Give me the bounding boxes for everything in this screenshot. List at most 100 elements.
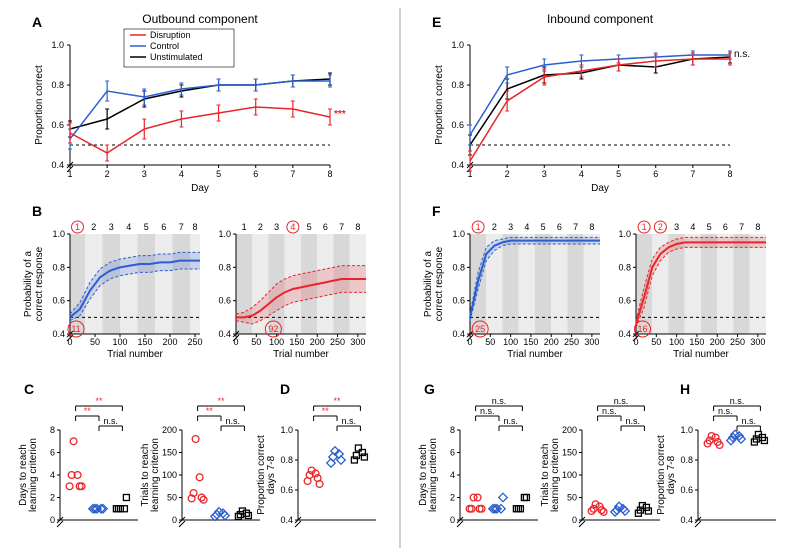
svg-text:50: 50 — [567, 493, 577, 503]
svg-text:1: 1 — [242, 222, 247, 232]
svg-text:16: 16 — [637, 324, 647, 334]
svg-text:0: 0 — [172, 515, 177, 525]
svg-text:0: 0 — [633, 337, 638, 347]
svg-text:**: ** — [217, 396, 225, 406]
svg-text:B: B — [32, 203, 42, 219]
svg-text:0: 0 — [50, 515, 55, 525]
svg-text:0.8: 0.8 — [452, 262, 465, 272]
svg-text:0.8: 0.8 — [451, 80, 464, 90]
svg-text:8: 8 — [327, 169, 332, 179]
svg-text:92: 92 — [268, 324, 278, 334]
svg-text:2: 2 — [450, 493, 455, 503]
svg-text:4: 4 — [450, 470, 455, 480]
svg-text:100: 100 — [503, 337, 518, 347]
svg-text:4: 4 — [126, 222, 131, 232]
svg-text:200: 200 — [310, 337, 325, 347]
svg-text:n.s.: n.s. — [614, 396, 629, 406]
svg-text:4: 4 — [524, 222, 529, 232]
svg-text:1: 1 — [476, 222, 481, 232]
svg-text:Unstimulated: Unstimulated — [150, 52, 203, 62]
svg-text:1: 1 — [67, 169, 72, 179]
svg-text:3: 3 — [508, 222, 513, 232]
svg-text:n.s.: n.s. — [730, 396, 745, 406]
svg-text:2: 2 — [50, 493, 55, 503]
svg-text:learning criterion: learning criterion — [428, 438, 439, 512]
svg-text:0.6: 0.6 — [52, 296, 65, 306]
svg-text:F: F — [432, 203, 441, 219]
svg-text:0.4: 0.4 — [280, 515, 293, 525]
svg-text:0.6: 0.6 — [280, 485, 293, 495]
svg-text:8: 8 — [727, 169, 732, 179]
svg-text:0.8: 0.8 — [51, 80, 64, 90]
svg-text:50: 50 — [167, 493, 177, 503]
svg-text:50: 50 — [90, 337, 100, 347]
svg-text:Outbound component: Outbound component — [142, 12, 258, 26]
svg-text:learning criterion: learning criterion — [550, 438, 561, 512]
svg-text:0.6: 0.6 — [451, 120, 464, 130]
svg-text:0.4: 0.4 — [51, 160, 64, 170]
svg-text:n.s.: n.s. — [341, 416, 356, 426]
svg-text:8: 8 — [755, 222, 760, 232]
svg-text:200: 200 — [162, 425, 177, 435]
svg-text:250: 250 — [330, 337, 345, 347]
svg-text:300: 300 — [584, 337, 599, 347]
svg-text:Trial number: Trial number — [107, 349, 163, 360]
svg-text:Disruption: Disruption — [150, 30, 191, 40]
svg-text:n.s.: n.s. — [625, 416, 640, 426]
svg-text:6: 6 — [723, 222, 728, 232]
svg-text:n.s.: n.s. — [480, 406, 495, 416]
svg-text:8: 8 — [589, 222, 594, 232]
svg-text:0.8: 0.8 — [218, 262, 231, 272]
svg-text:6: 6 — [50, 448, 55, 458]
svg-text:6: 6 — [557, 222, 562, 232]
svg-text:2: 2 — [105, 169, 110, 179]
svg-text:2: 2 — [91, 222, 96, 232]
svg-text:6: 6 — [161, 222, 166, 232]
svg-text:5: 5 — [707, 222, 712, 232]
svg-text:150: 150 — [523, 337, 538, 347]
svg-text:11: 11 — [71, 324, 80, 334]
svg-text:250: 250 — [730, 337, 745, 347]
svg-text:0: 0 — [67, 337, 72, 347]
svg-text:200: 200 — [710, 337, 725, 347]
svg-text:1.0: 1.0 — [218, 229, 231, 239]
svg-text:0.6: 0.6 — [218, 296, 231, 306]
svg-text:correct response: correct response — [434, 246, 445, 321]
svg-text:5: 5 — [216, 169, 221, 179]
svg-text:**: ** — [84, 406, 92, 416]
svg-text:Trial number: Trial number — [273, 349, 329, 360]
svg-text:1.0: 1.0 — [280, 425, 293, 435]
svg-text:1.0: 1.0 — [52, 229, 65, 239]
svg-text:0: 0 — [233, 337, 238, 347]
svg-text:1.0: 1.0 — [452, 229, 465, 239]
svg-text:6: 6 — [253, 169, 258, 179]
svg-text:1.0: 1.0 — [451, 40, 464, 50]
svg-text:n.s.: n.s. — [225, 416, 240, 426]
svg-text:0: 0 — [467, 337, 472, 347]
svg-text:100: 100 — [669, 337, 684, 347]
svg-text:0.6: 0.6 — [618, 296, 631, 306]
svg-text:2: 2 — [505, 169, 510, 179]
svg-text:**: ** — [322, 406, 330, 416]
svg-text:150: 150 — [162, 448, 177, 458]
svg-text:days 7-8: days 7-8 — [666, 455, 677, 494]
svg-text:0.6: 0.6 — [680, 485, 693, 495]
svg-text:n.s.: n.s. — [718, 406, 733, 416]
svg-text:0.6: 0.6 — [51, 120, 64, 130]
svg-text:2: 2 — [658, 222, 663, 232]
figure-root: AOutbound component0.40.60.81.012345678D… — [0, 0, 800, 556]
svg-text:0: 0 — [572, 515, 577, 525]
svg-text:1: 1 — [642, 222, 647, 232]
svg-text:Proportion correct: Proportion correct — [434, 65, 445, 145]
svg-text:0.8: 0.8 — [280, 455, 293, 465]
svg-text:250: 250 — [564, 337, 579, 347]
svg-text:8: 8 — [50, 425, 55, 435]
svg-text:n.s.: n.s. — [503, 416, 518, 426]
svg-text:7: 7 — [690, 169, 695, 179]
svg-text:1.0: 1.0 — [618, 229, 631, 239]
svg-text:4: 4 — [179, 169, 184, 179]
svg-text:Probability of a: Probability of a — [23, 250, 34, 317]
svg-text:H: H — [680, 381, 690, 397]
svg-text:0.4: 0.4 — [452, 329, 465, 339]
svg-text:7: 7 — [739, 222, 744, 232]
